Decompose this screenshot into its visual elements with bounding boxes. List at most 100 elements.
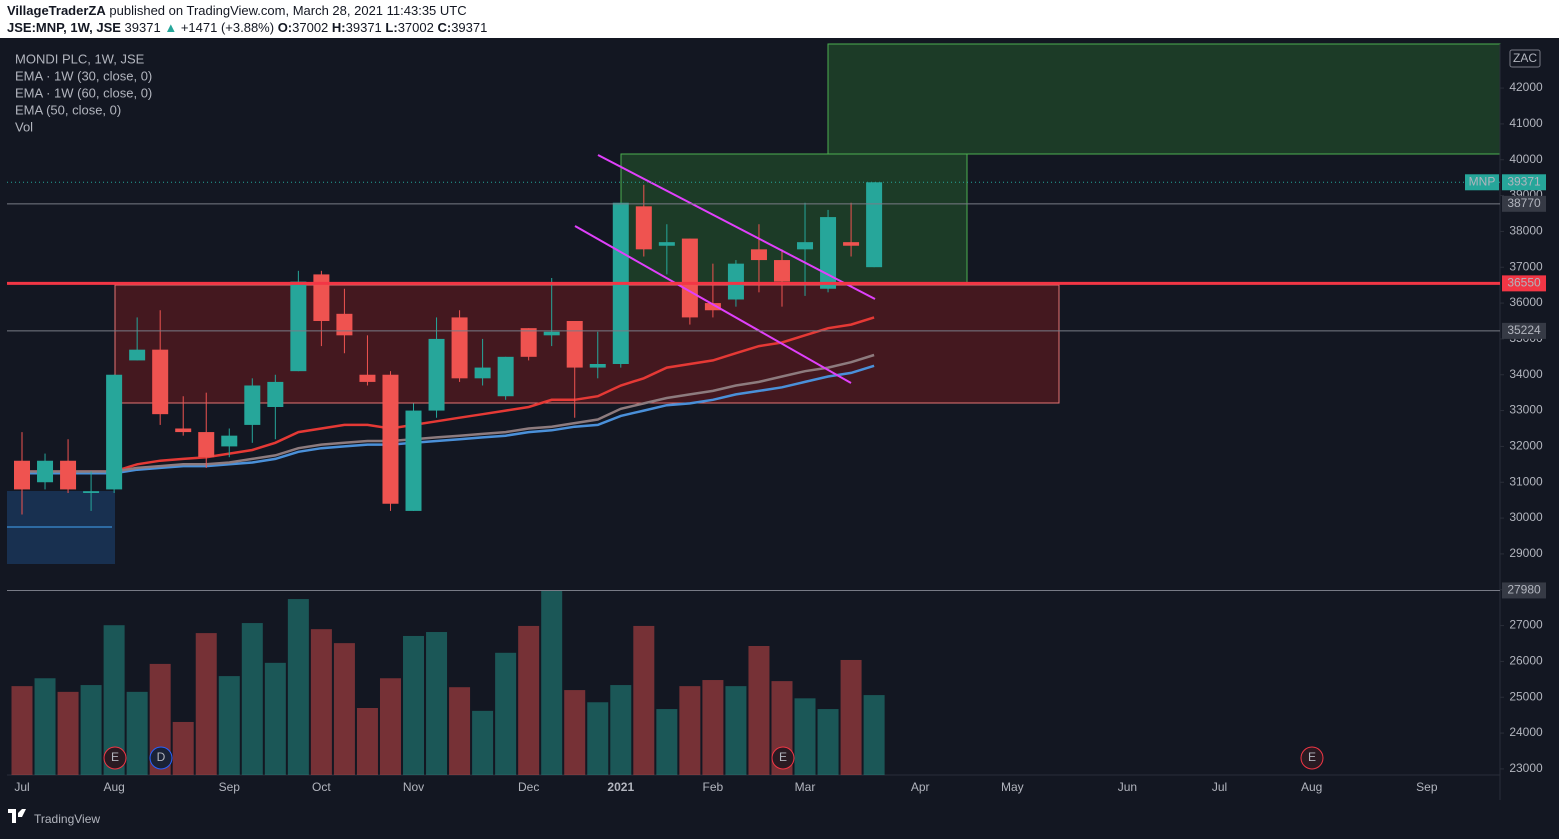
- y-tick-label: 32000: [1509, 439, 1543, 453]
- candle-body: [428, 338, 445, 411]
- legend-item: EMA · 1W (60, close, 0): [15, 85, 152, 100]
- volume-bar: [840, 659, 862, 775]
- volume-bar: [817, 709, 839, 775]
- x-tick-label: Nov: [403, 780, 424, 794]
- candle-body: [221, 435, 238, 447]
- volume-bar: [57, 691, 79, 775]
- y-tick-label: 42000: [1509, 80, 1543, 94]
- volume-bar: [541, 590, 563, 775]
- volume-bar: [356, 707, 378, 775]
- x-tick-label: Sep: [219, 780, 241, 794]
- candle-body: [451, 317, 468, 379]
- volume-bar: [794, 698, 816, 775]
- x-tick-label: Mar: [795, 780, 816, 794]
- currency-box[interactable]: [1509, 49, 1541, 68]
- y-tick-label: 27000: [1509, 618, 1543, 632]
- volume-bar: [725, 686, 747, 775]
- x-tick-label: Dec: [518, 780, 539, 794]
- trend-line: [597, 154, 876, 300]
- candle-body: [797, 242, 814, 250]
- candle-body: [704, 303, 721, 311]
- quote-line: JSE:MNP, 1W, JSE 39371 ▲ +1471 (+3.88%) …: [7, 20, 487, 35]
- volume-bar: [149, 663, 171, 775]
- candle-body: [497, 356, 514, 397]
- volume-bar: [103, 625, 125, 775]
- volume-bar: [472, 710, 494, 775]
- ohlc-label: H:: [332, 20, 346, 35]
- y-tick-label: 33000: [1509, 403, 1543, 417]
- level-label: 27980: [1507, 583, 1541, 597]
- logo: [8, 809, 26, 823]
- y-tick-label: 38000: [1509, 224, 1543, 238]
- event-marker[interactable]: [771, 746, 795, 770]
- event-marker[interactable]: [149, 746, 173, 770]
- candle-body: [152, 349, 169, 415]
- ohlc-label: O:: [278, 20, 292, 35]
- y-tick-label: 36000: [1509, 295, 1543, 309]
- volume-bar: [310, 629, 332, 775]
- last-price-label: 39371: [1507, 174, 1541, 188]
- event-label: E: [779, 750, 787, 764]
- ohlc-value: 39371: [451, 20, 487, 35]
- up-arrow: ▲: [164, 20, 177, 35]
- candle-body: [820, 217, 837, 289]
- candle-body: [336, 313, 353, 336]
- candle-body: [106, 374, 123, 490]
- level-box: [1502, 322, 1546, 339]
- x-tick-label: Jul: [14, 780, 29, 794]
- volume-bar: [426, 632, 448, 775]
- event-marker[interactable]: [103, 746, 127, 770]
- x-tick-label: Feb: [703, 780, 724, 794]
- target-zone: [827, 43, 1501, 155]
- volume-bar: [748, 646, 770, 775]
- volume-bar: [863, 695, 885, 775]
- volume-bar: [587, 702, 609, 775]
- y-tick-label: 31000: [1509, 474, 1543, 488]
- level-box: [1502, 195, 1546, 212]
- x-tick-label: Apr: [911, 780, 930, 794]
- candle-body: [773, 260, 790, 282]
- events: E D E E: [103, 746, 1324, 770]
- volume-bar: [80, 685, 102, 775]
- volume-bar: [702, 680, 724, 775]
- x-tick-label: May: [1001, 780, 1024, 794]
- candle-body: [843, 242, 860, 246]
- candle-body: [635, 206, 652, 250]
- candle-body: [267, 381, 284, 407]
- y-tick-label: 37000: [1509, 259, 1543, 273]
- x-tick-label: 2021: [607, 780, 634, 794]
- breakout-zone: [620, 153, 968, 286]
- volume-bar: [218, 676, 240, 775]
- level-box: [1502, 275, 1546, 292]
- ohlc-value: 37002: [398, 20, 434, 35]
- volume-bar: [449, 687, 471, 775]
- y-tick-label: 30000: [1509, 510, 1543, 524]
- last-price-box: [1502, 174, 1546, 191]
- ohlc-value: 37002: [292, 20, 328, 35]
- x-tick-label: Jul: [1212, 780, 1227, 794]
- candle-body: [727, 263, 744, 300]
- volume-bar: [333, 643, 355, 775]
- legend-title: MONDI PLC, 1W, JSE: [15, 51, 145, 66]
- publish-line: VillageTraderZA published on TradingView…: [7, 3, 467, 18]
- volume-bar: [495, 652, 517, 775]
- change: +1471 (+3.88%): [181, 20, 274, 35]
- candle-body: [681, 238, 698, 318]
- x-tick-label: Aug: [103, 780, 124, 794]
- x-tick-label: Sep: [1416, 780, 1438, 794]
- volume-bar: [264, 662, 286, 775]
- level-label: 38770: [1507, 196, 1541, 210]
- candle-body: [290, 281, 307, 372]
- header-bg: [0, 0, 1559, 38]
- candle-body: [658, 242, 675, 246]
- volume-bar: [633, 625, 655, 775]
- volume-bar: [564, 690, 586, 775]
- ema-line: [22, 316, 875, 473]
- candle-body: [543, 331, 560, 336]
- volume-bar: [287, 599, 309, 775]
- candle-body: [520, 328, 537, 357]
- x-tick-label: Aug: [1301, 780, 1322, 794]
- ema-line: [22, 353, 875, 473]
- last: 39371: [125, 20, 161, 35]
- event-marker[interactable]: [1300, 746, 1324, 770]
